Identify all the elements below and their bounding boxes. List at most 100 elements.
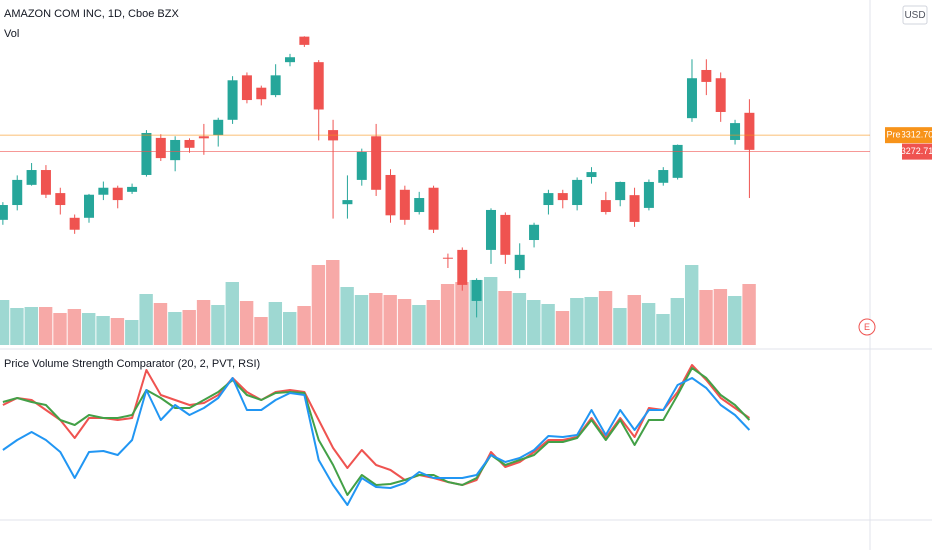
candle-body: [543, 193, 554, 206]
volume-bar: [283, 312, 297, 345]
currency-label[interactable]: USD: [904, 10, 925, 21]
volume-bar: [412, 305, 426, 345]
candle-body: [485, 209, 496, 250]
candle-body: [155, 137, 166, 159]
candle-body: [471, 279, 482, 301]
volume-bar: [110, 318, 125, 345]
price-tag-name-box: [885, 127, 902, 144]
volume-bar: [153, 303, 168, 345]
volume-bar: [426, 300, 440, 345]
price-tag: [902, 143, 932, 160]
volume-bar: [455, 282, 469, 345]
volume-bar: [570, 298, 584, 345]
candle-body: [399, 189, 410, 220]
event-icon[interactable]: [858, 318, 876, 336]
candle-body: [730, 123, 741, 140]
candle-body: [84, 194, 95, 218]
volume-bar: [168, 312, 182, 345]
candle-body: [658, 170, 669, 183]
candle-body: [643, 181, 654, 208]
volume-bar: [268, 302, 283, 345]
candle-body: [442, 257, 453, 259]
indicator-line: [2, 377, 751, 506]
volume-bar: [24, 307, 38, 345]
volume-bar: [211, 305, 225, 345]
chart-title: AMAZON COM INC, 1D, Cboe BZX: [4, 8, 179, 20]
volume-bar: [340, 287, 354, 345]
candle-body: [299, 36, 310, 45]
candle-body: [241, 75, 252, 101]
volume-bar: [311, 265, 326, 345]
candle-body: [600, 200, 611, 213]
volume-bar: [326, 260, 340, 345]
volume-bar: [96, 316, 110, 345]
volume-label: Vol: [4, 28, 19, 40]
candle-body: [141, 132, 152, 175]
volume-bar: [527, 300, 541, 345]
volume-bar: [67, 309, 82, 345]
candle-body: [701, 69, 712, 82]
volume-bar: [728, 296, 742, 345]
volume-bar: [613, 308, 627, 345]
volume-bar: [82, 313, 96, 345]
volume-bar: [627, 295, 641, 345]
volume-bar: [354, 295, 369, 345]
candle-body: [385, 174, 396, 216]
volume-bar: [239, 301, 254, 345]
indicator-title: Price Volume Strength Comparator (20, 2,…: [4, 358, 260, 370]
candle-body: [69, 217, 80, 230]
candle-body: [270, 75, 281, 96]
candle-body: [615, 181, 626, 201]
candle-body: [112, 187, 123, 201]
volume-bar: [254, 317, 268, 345]
candle-body: [428, 187, 439, 230]
candle-body: [744, 112, 755, 150]
candle-body: [557, 193, 568, 201]
volume-bar: [699, 290, 713, 345]
volume-bar: [512, 293, 527, 345]
candle-body: [529, 224, 540, 241]
candle-body: [414, 198, 425, 213]
event-icon-label[interactable]: E: [864, 322, 870, 332]
candle-body: [342, 200, 353, 205]
volume-bar: [139, 294, 153, 345]
candle-body: [514, 254, 525, 271]
volume-bar: [656, 314, 670, 345]
volume-bar: [440, 284, 455, 345]
volume-bar: [38, 307, 53, 345]
volume-bar: [10, 308, 24, 345]
volume-bar: [541, 304, 555, 345]
volume-bar: [555, 311, 570, 345]
volume-bar: [369, 293, 383, 345]
volume-bar: [0, 300, 10, 345]
volume-bar: [383, 295, 397, 345]
volume-bar: [483, 277, 498, 345]
candle-body: [184, 139, 195, 148]
candle-body: [213, 119, 224, 136]
candle-body: [715, 78, 726, 112]
volume-bar: [297, 306, 311, 345]
candle-body: [256, 87, 267, 100]
candle-body: [40, 170, 51, 195]
candle-body: [457, 249, 468, 285]
indicator-line: [2, 364, 750, 486]
volume-bar: [713, 289, 728, 345]
candle-body: [198, 136, 209, 139]
candle-body: [285, 57, 295, 63]
candle-body: [672, 144, 683, 178]
volume-bar: [397, 299, 412, 345]
volume-bar: [498, 291, 512, 345]
volume-bar: [225, 282, 239, 345]
candle-body: [371, 136, 382, 190]
price-tag-name: Pre: [886, 130, 900, 140]
marks: [0, 36, 870, 506]
candle-body: [586, 172, 597, 178]
volume-bar: [641, 303, 656, 345]
currency-button[interactable]: [902, 5, 928, 25]
candle-body: [98, 187, 109, 195]
candle-body: [55, 193, 66, 206]
price-tag: [902, 127, 932, 144]
